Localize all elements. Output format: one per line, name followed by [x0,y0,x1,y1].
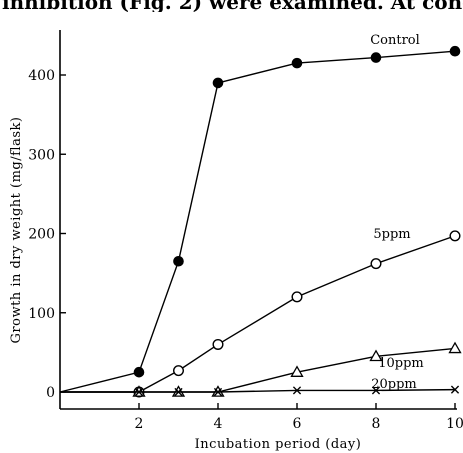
data-point [449,230,461,242]
chart-series [59,45,462,398]
series-label: 5ppm [373,227,410,242]
clipped-header-text: inhibition (Fig. 2) were examined. At co… [2,0,463,12]
data-point [173,255,184,267]
chart-labels: Incubation period (day) Growth in dry wei… [9,33,424,452]
series-5ppm [60,230,461,398]
series-20ppm [60,385,460,397]
data-point [133,366,145,378]
x-tick-label: 4 [214,416,223,432]
y-axis-title: Growth in dry weight (mg/flask) [9,117,24,344]
x-tick-label: 2 [135,416,144,432]
data-point-stroke [371,386,381,395]
series-label: 10ppm [378,356,424,371]
series-label: Control [370,33,420,48]
y-tick-label: 100 [28,306,55,322]
data-point [371,386,381,395]
data-point-stroke [134,387,144,397]
data-point [213,387,223,397]
x-tick-label: 8 [372,416,381,432]
data-point [134,387,144,397]
chart-axes: 0 100 200 300 400 2 4 6 8 10 [28,30,463,432]
y-tick-label: 400 [28,68,55,84]
x-tick-label: 6 [293,416,302,432]
data-point [291,291,303,303]
data-point [174,387,183,397]
data-point-stroke [450,385,460,394]
data-point [449,45,461,57]
data-point [212,338,224,350]
data-point [448,341,462,354]
x-axis-title: Incubation period (day) [195,437,362,452]
data-point [369,349,383,362]
series-label: 20ppm [371,377,417,392]
series-line [59,50,456,393]
data-point [212,77,224,89]
y-tick-label: 300 [28,147,55,163]
data-point [172,365,184,377]
data-point [370,258,382,270]
data-point [292,386,302,395]
series-control [59,45,461,393]
data-point [291,57,303,69]
y-tick-label: 0 [46,385,55,401]
data-point-stroke [292,386,302,395]
data-point [450,385,460,394]
data-point [290,365,304,377]
data-point-stroke [174,387,183,397]
data-point [370,52,382,63]
data-point-stroke [213,387,223,397]
y-tick-label: 200 [28,227,55,243]
x-tick-label: 10 [446,416,463,432]
